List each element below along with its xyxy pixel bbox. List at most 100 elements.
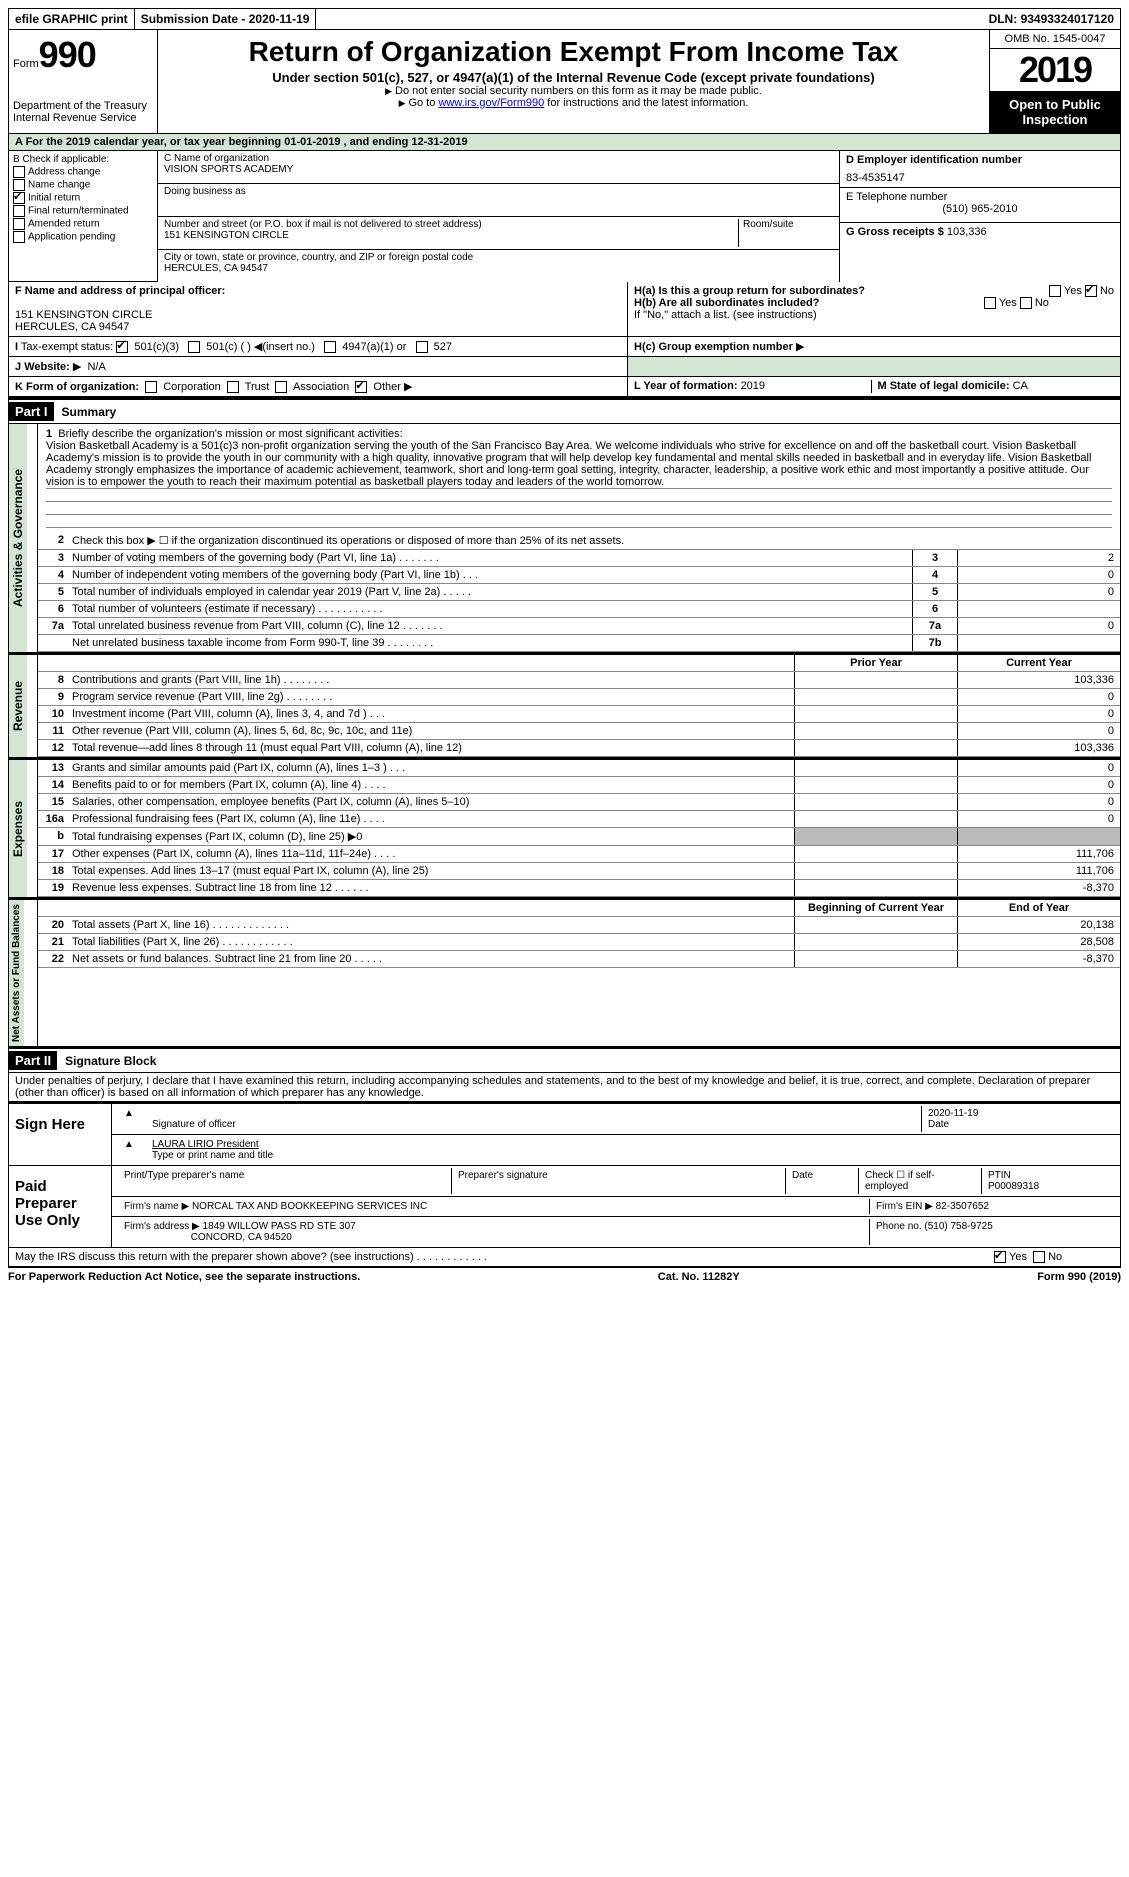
note-ssn: Do not enter social security numbers on … <box>166 85 981 97</box>
hb-yes[interactable] <box>984 297 996 309</box>
note-goto-pre: Go to <box>399 97 439 109</box>
chk-trust[interactable] <box>227 381 239 393</box>
discuss-question: May the IRS discuss this return with the… <box>9 1248 988 1266</box>
declaration: Under penalties of perjury, I declare th… <box>8 1073 1121 1101</box>
row-12: 12Total revenue—add lines 8 through 11 (… <box>38 740 1120 757</box>
chk-501c[interactable] <box>188 341 200 353</box>
i-tax-exempt: I Tax-exempt status: 501(c)(3) 501(c) ( … <box>9 337 628 356</box>
row-20: 20Total assets (Part X, line 16) . . . .… <box>38 917 1120 934</box>
rev-header: Prior Year Current Year <box>38 655 1120 672</box>
firm-addr2: CONCORD, CA 94520 <box>191 1232 292 1243</box>
row-14: 14Benefits paid to or for members (Part … <box>38 777 1120 794</box>
chk-address-change[interactable]: Address change <box>13 166 153 178</box>
chk-name-change[interactable]: Name change <box>13 179 153 191</box>
part1-label: Part I <box>9 402 54 421</box>
discuss-yes[interactable] <box>994 1251 1006 1263</box>
chk-amended[interactable]: Amended return <box>13 218 153 230</box>
k-form-org: K Form of organization: Corporation Trus… <box>9 377 628 396</box>
firm-addr-label: Firm's address ▶ <box>124 1221 203 1232</box>
hb-note: If "No," attach a list. (see instruction… <box>634 309 1114 321</box>
form-label: Form <box>13 58 39 70</box>
tel-value: (510) 965-2010 <box>846 203 1114 215</box>
net-header: Beginning of Current Year End of Year <box>38 900 1120 917</box>
row-a-tax-year: A For the 2019 calendar year, or tax yea… <box>8 134 1121 151</box>
section-fhijk: F Name and address of principal officer:… <box>8 282 1121 397</box>
footer-left: For Paperwork Reduction Act Notice, see … <box>8 1271 360 1283</box>
page-footer: For Paperwork Reduction Act Notice, see … <box>8 1267 1121 1286</box>
row-22: 22Net assets or fund balances. Subtract … <box>38 951 1120 968</box>
h-group: H(a) Is this a group return for subordin… <box>628 282 1120 336</box>
form-title: Return of Organization Exempt From Incom… <box>166 36 981 68</box>
row-13: 13Grants and similar amounts paid (Part … <box>38 760 1120 777</box>
j-website: J Website: ▶ N/A <box>9 357 628 376</box>
phone-value: (510) 758-9725 <box>924 1221 992 1232</box>
gross-label: G Gross receipts $ <box>846 226 947 238</box>
hc-spacer <box>628 357 1120 376</box>
discuss-no[interactable] <box>1033 1251 1045 1263</box>
row-21: 21Total liabilities (Part X, line 26) . … <box>38 934 1120 951</box>
prep-name-label: Print/Type preparer's name <box>118 1168 452 1194</box>
sec-expenses: Expenses 13Grants and similar amounts pa… <box>8 760 1121 900</box>
gross-value: 103,336 <box>947 226 987 238</box>
sig-date: 2020-11-19 <box>928 1108 978 1119</box>
footer-right: Form 990 (2019) <box>1037 1271 1121 1283</box>
form-number: 990 <box>39 34 96 75</box>
top-bar: efile GRAPHIC print Submission Date - 20… <box>8 8 1121 30</box>
ha-no[interactable] <box>1085 285 1097 297</box>
header-center: Return of Organization Exempt From Incom… <box>158 30 990 133</box>
part2-title: Signature Block <box>65 1054 156 1068</box>
ein-cell: D Employer identification number 83-4535… <box>840 151 1120 188</box>
f-label: F Name and address of principal officer: <box>15 285 225 297</box>
vlabel-exp: Expenses <box>9 760 27 897</box>
hb-no[interactable] <box>1020 297 1032 309</box>
prep-sig-label: Preparer's signature <box>452 1168 786 1194</box>
city-value: HERCULES, CA 94547 <box>164 263 833 274</box>
ein-label: D Employer identification number <box>846 154 1022 166</box>
open-inspection: Open to Public Inspection <box>990 91 1120 133</box>
row-17: 17Other expenses (Part IX, column (A), l… <box>38 846 1120 863</box>
section-bcd: B Check if applicable: Address change Na… <box>8 151 1121 282</box>
chk-4947[interactable] <box>324 341 336 353</box>
irs-link[interactable]: www.irs.gov/Form990 <box>438 97 544 109</box>
dept-label: Department of the Treasury Internal Reve… <box>13 100 153 124</box>
chk-initial-return[interactable]: Initial return <box>13 192 153 204</box>
street-cell: Number and street (or P.O. box if mail i… <box>158 217 839 250</box>
check-self-employed[interactable]: Check ☐ if self-employed <box>859 1168 982 1194</box>
chk-527[interactable] <box>416 341 428 353</box>
firm-name: NORCAL TAX AND BOOKKEEPING SERVICES INC <box>192 1201 427 1212</box>
ha-yes[interactable] <box>1049 285 1061 297</box>
q1-label: Briefly describe the organization's miss… <box>58 428 402 440</box>
col-b-label: B Check if applicable: <box>13 154 153 165</box>
chk-corp[interactable] <box>145 381 157 393</box>
sig-officer-label: Signature of officer <box>152 1119 236 1130</box>
row-11: 11Other revenue (Part VIII, column (A), … <box>38 723 1120 740</box>
hb-label: H(b) Are all subordinates included? <box>634 297 819 309</box>
submission-date: Submission Date - 2020-11-19 <box>135 9 317 29</box>
chk-application-pending[interactable]: Application pending <box>13 231 153 243</box>
firm-ein-label: Firm's EIN ▶ <box>876 1201 936 1212</box>
sec-activities-governance: Activities & Governance 1 Briefly descri… <box>8 424 1121 655</box>
chk-501c3[interactable] <box>116 341 128 353</box>
chk-assoc[interactable] <box>275 381 287 393</box>
chk-final-return[interactable]: Final return/terminated <box>13 205 153 217</box>
efile-label: efile GRAPHIC print <box>9 9 135 29</box>
dln: DLN: 93493324017120 <box>983 9 1120 29</box>
row-b: bTotal fundraising expenses (Part IX, co… <box>38 828 1120 846</box>
f-addr1: 151 KENSINGTON CIRCLE <box>15 309 152 321</box>
org-name-cell: C Name of organization VISION SPORTS ACA… <box>158 151 839 184</box>
signature-block: Sign Here ▲ Signature of officer 2020-11… <box>8 1101 1121 1267</box>
street-label: Number and street (or P.O. box if mail i… <box>164 219 738 230</box>
l-m-cells: L Year of formation: 2019 M State of leg… <box>628 377 1120 396</box>
prep-date-label: Date <box>786 1168 859 1194</box>
col-d-right: D Employer identification number 83-4535… <box>840 151 1120 282</box>
row-10: 10Investment income (Part VIII, column (… <box>38 706 1120 723</box>
room-label: Room/suite <box>738 219 833 247</box>
sec-net-assets: Net Assets or Fund Balances Beginning of… <box>8 900 1121 1049</box>
chk-other[interactable] <box>355 381 367 393</box>
org-name: VISION SPORTS ACADEMY <box>164 164 833 175</box>
footer-cat: Cat. No. 11282Y <box>658 1271 740 1283</box>
col-c-org-info: C Name of organization VISION SPORTS ACA… <box>158 151 840 282</box>
f-officer: F Name and address of principal officer:… <box>9 282 628 336</box>
omb-number: OMB No. 1545-0047 <box>990 30 1120 49</box>
form-subtitle: Under section 501(c), 527, or 4947(a)(1)… <box>166 70 981 85</box>
